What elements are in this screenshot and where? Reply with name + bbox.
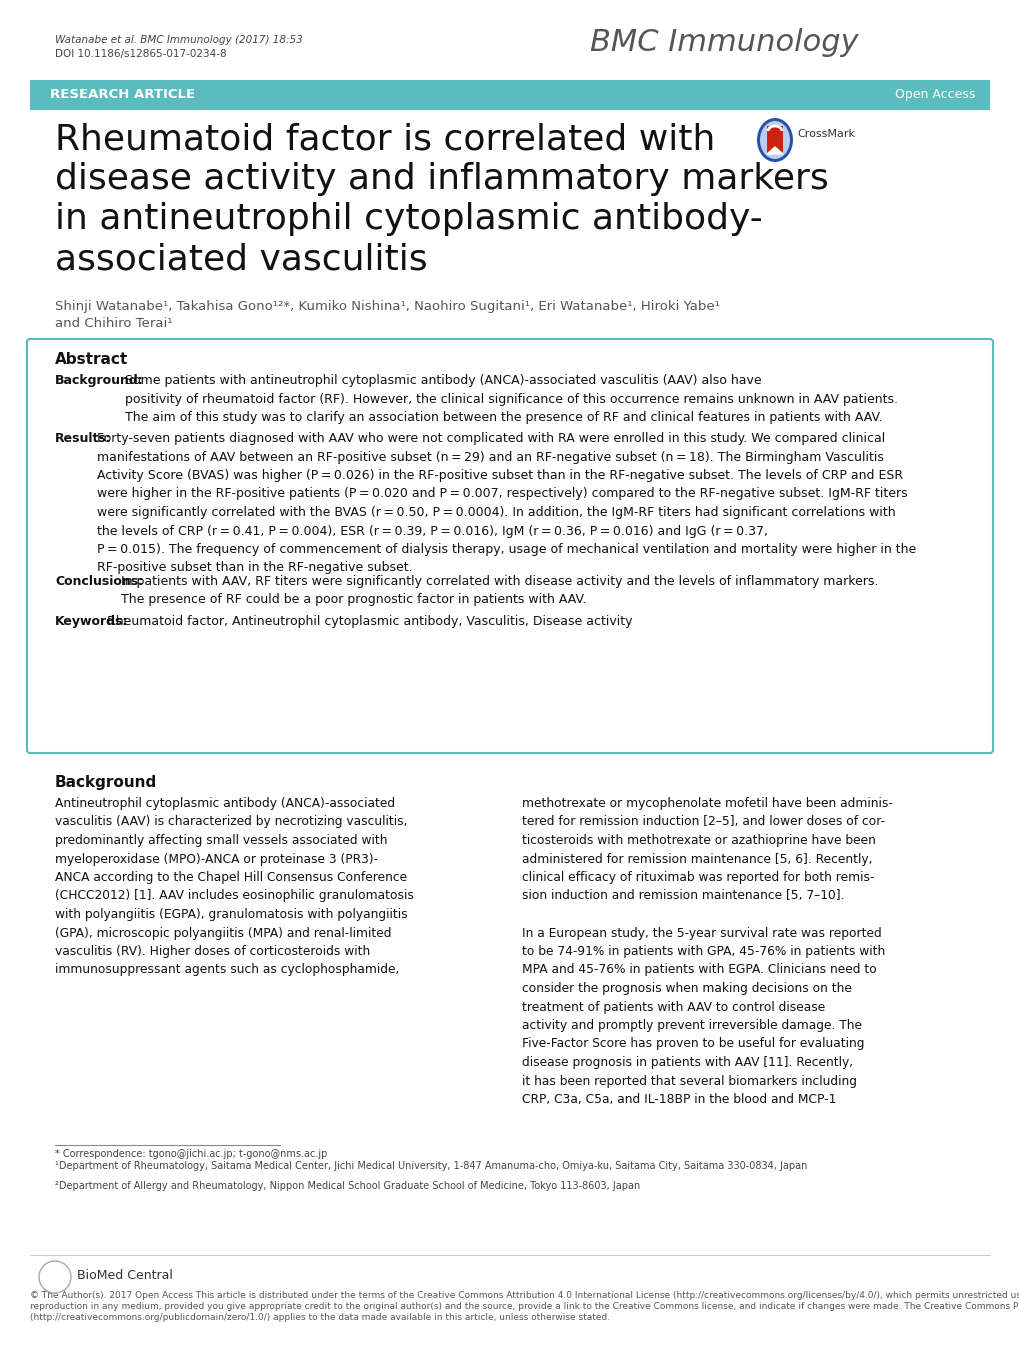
Circle shape [39, 1262, 71, 1293]
Text: reproduction in any medium, provided you give appropriate credit to the original: reproduction in any medium, provided you… [30, 1302, 1019, 1312]
Text: disease activity and inflammatory markers: disease activity and inflammatory marker… [55, 163, 828, 196]
Text: Background: Background [55, 775, 157, 790]
Text: Keywords:: Keywords: [55, 615, 128, 627]
Text: Some patients with antineutrophil cytoplasmic antibody (ANCA)-associated vasculi: Some patients with antineutrophil cytopl… [125, 374, 897, 424]
Text: (http://creativecommons.org/publicdomain/zero/1.0/) applies to the data made ava: (http://creativecommons.org/publicdomain… [30, 1313, 609, 1322]
Text: DOI 10.1186/s12865-017-0234-8: DOI 10.1186/s12865-017-0234-8 [55, 49, 226, 60]
Text: in antineutrophil cytoplasmic antibody-: in antineutrophil cytoplasmic antibody- [55, 202, 762, 236]
Text: C: C [50, 1268, 64, 1287]
Text: Rheumatoid factor, Antineutrophil cytoplasmic antibody, Vasculitis, Disease acti: Rheumatoid factor, Antineutrophil cytopl… [107, 615, 632, 627]
Ellipse shape [756, 118, 792, 163]
Text: ¹Department of Rheumatology, Saitama Medical Center, Jichi Medical University, 1: ¹Department of Rheumatology, Saitama Med… [55, 1161, 807, 1171]
FancyBboxPatch shape [766, 126, 783, 154]
Text: Rheumatoid factor is correlated with: Rheumatoid factor is correlated with [55, 122, 714, 156]
Text: Open Access: Open Access [894, 88, 974, 102]
Text: ²Department of Allergy and Rheumatology, Nippon Medical School Graduate School o: ²Department of Allergy and Rheumatology,… [55, 1182, 640, 1191]
Text: © The Author(s). 2017 Open Access This article is distributed under the terms of: © The Author(s). 2017 Open Access This a… [30, 1291, 1019, 1299]
Text: RESEARCH ARTICLE: RESEARCH ARTICLE [50, 88, 195, 102]
Text: Conclusions:: Conclusions: [55, 575, 143, 588]
Text: Background:: Background: [55, 374, 144, 388]
Bar [30, 80, 989, 110]
Text: In patients with AAV, RF titers were significantly correlated with disease activ: In patients with AAV, RF titers were sig… [121, 575, 877, 607]
FancyBboxPatch shape [26, 339, 993, 753]
Text: BioMed Central: BioMed Central [76, 1270, 172, 1282]
Text: Results:: Results: [55, 432, 112, 444]
Text: Antineutrophil cytoplasmic antibody (ANCA)-associated
vasculitis (AAV) is charac: Antineutrophil cytoplasmic antibody (ANC… [55, 797, 414, 977]
Text: methotrexate or mycophenolate mofetil have been adminis-
tered for remission ind: methotrexate or mycophenolate mofetil ha… [522, 797, 892, 1106]
Text: associated vasculitis: associated vasculitis [55, 243, 427, 276]
Text: and Chihiro Terai¹: and Chihiro Terai¹ [55, 317, 172, 331]
Text: CrossMark: CrossMark [796, 129, 854, 140]
Polygon shape [766, 146, 783, 154]
Text: BMC Immunology: BMC Immunology [589, 28, 858, 57]
Text: Shinji Watanabe¹, Takahisa Gono¹²*, Kumiko Nishina¹, Naohiro Sugitani¹, Eri Wata: Shinji Watanabe¹, Takahisa Gono¹²*, Kumi… [55, 299, 719, 313]
Text: * Correspondence: tgono@jichi.ac.jp; t-gono@nms.ac.jp: * Correspondence: tgono@jichi.ac.jp; t-g… [55, 1149, 327, 1159]
Text: Forty-seven patients diagnosed with AAV who were not complicated with RA were en: Forty-seven patients diagnosed with AAV … [97, 432, 915, 575]
Text: Watanabe et al. BMC Immunology (2017) 18:53: Watanabe et al. BMC Immunology (2017) 18… [55, 35, 303, 45]
Text: Abstract: Abstract [55, 352, 128, 367]
Ellipse shape [759, 121, 790, 159]
